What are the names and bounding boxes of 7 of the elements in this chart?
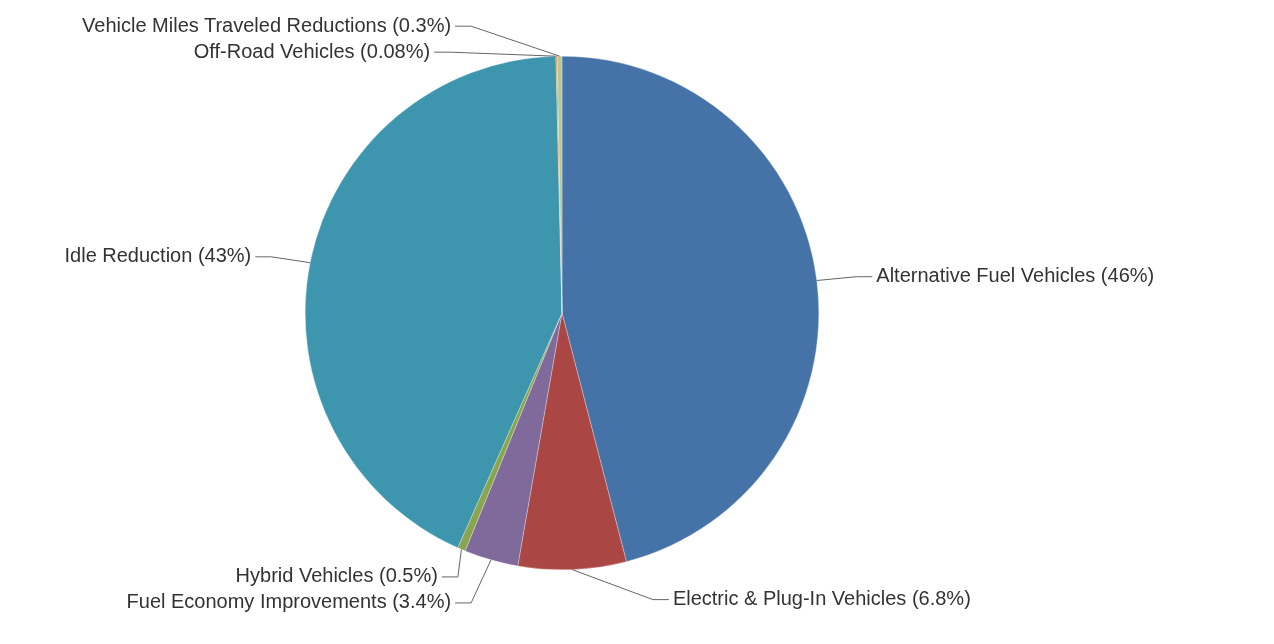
slice-label: Vehicle Miles Traveled Reductions (0.3%) [82,13,452,36]
slice-label: Fuel Economy Improvements (3.4%) [126,590,452,613]
slice-label: Electric & Plug-In Vehicles (6.8%) [672,587,971,610]
slice-label: Alternative Fuel Vehicles (46%) [876,264,1155,287]
slice-label: Hybrid Vehicles (0.5%) [235,564,438,587]
slice-label: Off-Road Vehicles (0.08%) [193,39,431,62]
slice-label: Idle Reduction (43%) [64,244,252,267]
